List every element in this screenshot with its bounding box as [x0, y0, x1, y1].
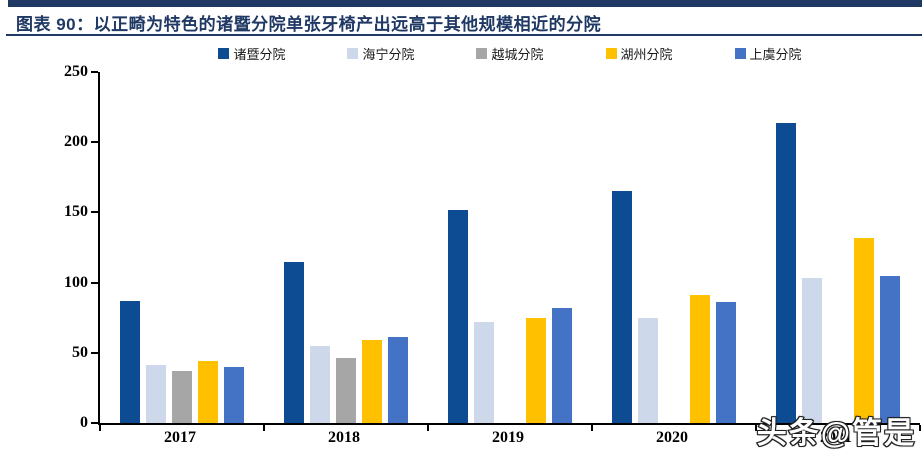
y-axis-tick-label: 200 — [64, 133, 88, 151]
legend-item: 湖州分院 — [605, 44, 673, 63]
x-axis-tick — [591, 425, 593, 431]
bar — [802, 278, 822, 423]
x-axis-tick — [755, 425, 757, 431]
legend-label: 诸暨分院 — [233, 47, 286, 62]
bar — [310, 345, 330, 423]
x-axis-tick — [919, 425, 921, 431]
legend-swatch-icon — [476, 48, 488, 59]
watermark: 头条@管是 — [756, 416, 916, 451]
plot-area: 0 50 100 150 200 250 — [64, 63, 921, 431]
x-axis-tick — [99, 425, 101, 431]
legend-swatch-icon — [347, 48, 359, 59]
x-axis-label: 2021 — [820, 429, 852, 446]
bar — [776, 122, 796, 423]
bar-group-2020 — [592, 72, 756, 423]
bar — [224, 366, 244, 423]
bar — [552, 307, 572, 423]
bar — [198, 361, 218, 423]
figure-title: 图表 90：以正畸为特色的诸暨分院单张牙椅产出远高于其他规模相近的分院 — [16, 15, 602, 34]
x-axis-tick — [427, 425, 429, 431]
y-axis-tick — [91, 71, 98, 73]
y-axis-tick — [91, 422, 98, 424]
bar — [690, 295, 710, 423]
legend-swatch-icon — [605, 48, 617, 59]
legend-item: 诸暨分院 — [218, 44, 285, 63]
bar — [336, 358, 356, 423]
bar — [120, 300, 140, 423]
bar-group-2017 — [100, 72, 264, 423]
legend-label: 海宁分院 — [362, 47, 415, 62]
bar — [612, 191, 632, 423]
bar-groups — [100, 72, 920, 423]
bar — [474, 321, 494, 423]
legend-item: 海宁分院 — [347, 44, 414, 63]
y-axis-tick-label: 50 — [72, 343, 88, 361]
bar — [448, 209, 468, 423]
bar — [284, 261, 304, 423]
x-axis-label: 2017 — [164, 429, 196, 446]
y-axis-tick — [91, 211, 98, 214]
y-axis-tick — [91, 281, 98, 284]
bar — [388, 337, 408, 423]
legend-label: 上虞分院 — [749, 47, 802, 62]
x-axis-label: 2019 — [492, 429, 524, 446]
legend-item: 越城分院 — [476, 44, 544, 63]
bar — [362, 340, 382, 423]
y-axis-tick-label: 250 — [64, 63, 88, 80]
bar — [880, 275, 900, 423]
y-axis-tick-label: 100 — [64, 273, 88, 291]
chart-legend: 诸暨分院 海宁分院 越城分院 湖州分院 上虞分院 — [98, 44, 922, 63]
bar-group-2018 — [264, 72, 428, 423]
bar — [716, 302, 736, 423]
bar-group-2021 — [756, 72, 920, 423]
bar — [146, 365, 166, 423]
bar — [854, 237, 874, 423]
bar — [638, 317, 658, 423]
title-divider — [6, 34, 922, 36]
bar — [172, 371, 192, 423]
x-axis-label: 2018 — [328, 429, 360, 446]
legend-label: 湖州分院 — [620, 47, 673, 62]
x-axis-tick — [263, 425, 265, 431]
legend-swatch-icon — [734, 48, 746, 59]
y-axis-tick-label: 0 — [80, 414, 88, 431]
legend-label: 越城分院 — [491, 47, 544, 62]
bar-group-2019 — [428, 72, 592, 423]
legend-swatch-icon — [218, 48, 230, 59]
x-axis-label: 2020 — [656, 429, 688, 446]
bar — [526, 317, 546, 423]
header-accent-bar — [8, 0, 922, 7]
y-axis-tick — [91, 141, 98, 144]
legend-item: 上虞分院 — [734, 44, 802, 63]
y-axis-tick-label: 150 — [64, 203, 88, 221]
x-axis-labels: 2017 2018 2019 2020 2021 — [98, 429, 918, 447]
y-axis-tick — [91, 351, 98, 354]
